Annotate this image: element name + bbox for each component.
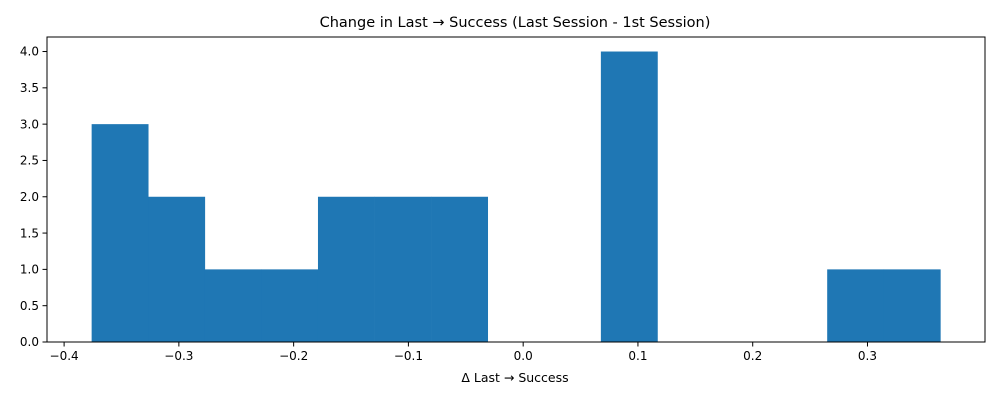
histogram-bar	[431, 196, 489, 342]
x-tick-label: 0.1	[628, 349, 647, 363]
x-tick-label: −0.2	[279, 349, 308, 363]
x-tick-label: 0.2	[743, 349, 762, 363]
histogram-bar	[883, 269, 941, 342]
x-tick-label: −0.3	[164, 349, 193, 363]
bars-group	[91, 51, 941, 343]
x-axis: −0.4 −0.3 −0.2 −0.1 0.0 0.1 0.2 0.3	[50, 342, 877, 363]
y-tick-label: 4.0	[20, 45, 39, 59]
y-tick-label: 3.0	[20, 117, 39, 131]
y-tick-label: 2.5	[20, 154, 39, 168]
histogram-bar	[600, 51, 658, 343]
y-tick-label: 3.5	[20, 81, 39, 95]
histogram-bar	[148, 196, 206, 342]
x-axis-label: Δ Last → Success	[461, 370, 568, 385]
y-tick-label: 1.5	[20, 226, 39, 240]
histogram-bar	[204, 269, 262, 342]
histogram-bar	[261, 269, 319, 342]
x-tick-label: −0.1	[394, 349, 423, 363]
chart-title: Change in Last → Success (Last Session -…	[320, 15, 711, 31]
y-tick-label: 0.5	[20, 299, 39, 313]
histogram-bar	[91, 124, 149, 342]
y-axis: 0.0 0.5 1.0 1.5 2.0 2.5 3.0 3.5 4.0	[20, 45, 47, 349]
histogram-bar	[827, 269, 885, 342]
histogram-bar	[374, 196, 432, 342]
x-tick-label: 0.3	[858, 349, 877, 363]
histogram-bar	[317, 196, 375, 342]
x-tick-label: 0.0	[514, 349, 533, 363]
plot-frame	[46, 36, 986, 343]
y-tick-label: 1.0	[20, 263, 39, 277]
y-tick-label: 0.0	[20, 335, 39, 349]
y-tick-label: 2.0	[20, 190, 39, 204]
x-tick-label: −0.4	[50, 349, 79, 363]
